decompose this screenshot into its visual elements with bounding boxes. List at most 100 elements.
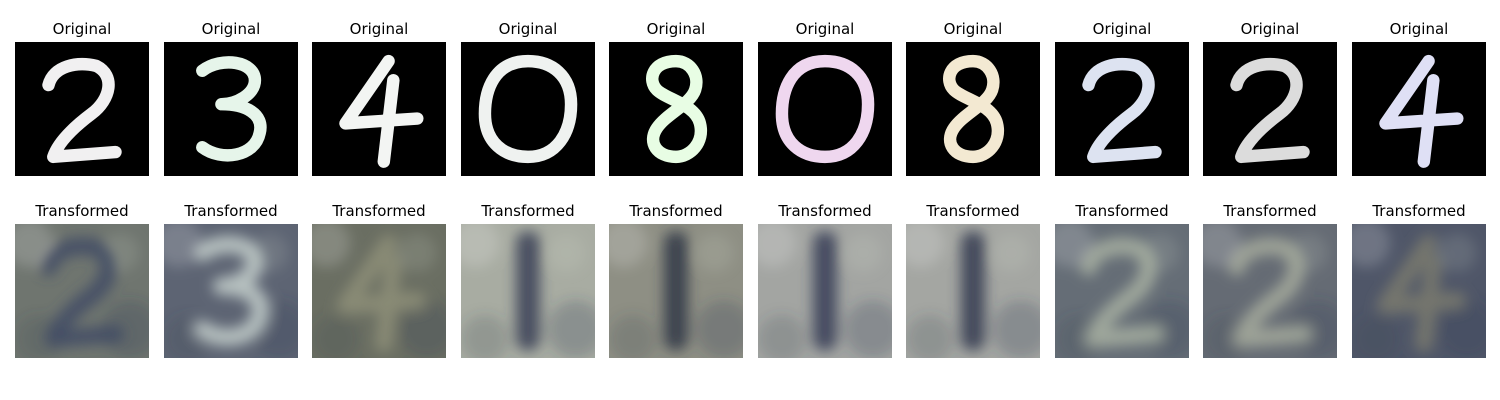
transformed-title: Transformed xyxy=(778,202,872,220)
texture-patch xyxy=(844,233,883,272)
texture-patch xyxy=(312,224,351,268)
transformed-image xyxy=(609,224,743,358)
transformed-digit-graphic xyxy=(906,224,1040,358)
original-image xyxy=(1203,42,1337,176)
original-title: Original xyxy=(943,20,1003,38)
texture-patch xyxy=(312,314,360,358)
texture-patch xyxy=(695,233,734,272)
texture-patch xyxy=(758,224,797,268)
texture-patch xyxy=(1438,233,1477,272)
transformed-digit-graphic xyxy=(164,224,298,358)
original-title: Original xyxy=(201,20,261,38)
digit-stroke xyxy=(193,235,270,346)
transformed-digit-graphic xyxy=(1203,224,1337,358)
texture-patch xyxy=(164,224,203,268)
transformed-digit-graphic xyxy=(1352,224,1486,358)
original-image xyxy=(906,42,1040,176)
original-image xyxy=(461,42,595,176)
transformed-title: Transformed xyxy=(332,202,426,220)
original-image xyxy=(164,42,298,176)
original-digit-graphic xyxy=(164,42,298,176)
texture-patch xyxy=(547,300,595,358)
texture-patch xyxy=(609,314,657,358)
transformed-title: Transformed xyxy=(35,202,129,220)
texture-patch xyxy=(1141,300,1189,358)
original-digit-graphic xyxy=(1352,42,1486,176)
digit-stroke xyxy=(42,57,122,164)
original-title: Original xyxy=(498,20,558,38)
digit-stroke xyxy=(39,237,125,348)
original-title: Original xyxy=(795,20,855,38)
original-title: Original xyxy=(1092,20,1152,38)
transformed-digit-graphic xyxy=(15,224,149,358)
texture-patch xyxy=(547,233,586,272)
transformed-image xyxy=(1055,224,1189,358)
digit-stroke xyxy=(775,54,875,164)
transformed-title: Transformed xyxy=(481,202,575,220)
original-digit-graphic xyxy=(15,42,149,176)
transformed-title: Transformed xyxy=(1372,202,1466,220)
digit-stroke xyxy=(646,54,708,164)
texture-patch xyxy=(844,300,892,358)
texture-patch xyxy=(398,233,437,272)
original-digit-graphic xyxy=(461,42,595,176)
transformed-image xyxy=(312,224,446,358)
texture-patch xyxy=(992,233,1031,272)
original-image xyxy=(1055,42,1189,176)
transformed-digit-graphic xyxy=(312,224,446,358)
original-image xyxy=(758,42,892,176)
original-image xyxy=(609,42,743,176)
texture-patch xyxy=(1352,224,1391,268)
transformed-title: Transformed xyxy=(184,202,278,220)
digit-stroke xyxy=(1376,234,1466,353)
original-title: Original xyxy=(52,20,112,38)
transformed-title: Transformed xyxy=(926,202,1020,220)
original-image xyxy=(1352,42,1486,176)
texture-patch xyxy=(906,224,945,268)
transformed-image xyxy=(15,224,149,358)
original-digit-graphic xyxy=(609,42,743,176)
transformed-title: Transformed xyxy=(629,202,723,220)
texture-patch xyxy=(906,314,954,358)
texture-patch xyxy=(398,300,446,358)
digit-stroke xyxy=(1079,237,1165,348)
transformed-image xyxy=(758,224,892,358)
original-title: Original xyxy=(349,20,409,38)
texture-patch xyxy=(1438,300,1486,358)
original-image xyxy=(15,42,149,176)
original-digit-graphic xyxy=(1203,42,1337,176)
transformed-digit-graphic xyxy=(1055,224,1189,358)
texture-patch xyxy=(101,300,149,358)
original-digit-graphic xyxy=(906,42,1040,176)
digit-stroke xyxy=(1227,237,1313,348)
texture-patch xyxy=(1352,314,1400,358)
transformed-image xyxy=(461,224,595,358)
original-digit-graphic xyxy=(312,42,446,176)
digit-stroke xyxy=(1379,54,1464,168)
transformed-title: Transformed xyxy=(1075,202,1169,220)
digit-stroke xyxy=(478,54,578,164)
texture-patch xyxy=(695,300,743,358)
digit-stroke xyxy=(1082,57,1162,164)
transformed-digit-graphic xyxy=(609,224,743,358)
original-digit-graphic xyxy=(758,42,892,176)
digit-stroke xyxy=(196,56,267,162)
transformed-image xyxy=(1203,224,1337,358)
transformed-title: Transformed xyxy=(1223,202,1317,220)
texture-patch xyxy=(609,224,648,268)
original-title: Original xyxy=(1240,20,1300,38)
digit-stroke xyxy=(339,54,424,168)
digit-stroke xyxy=(336,234,426,353)
digit-stroke xyxy=(943,54,1005,164)
original-title: Original xyxy=(1389,20,1449,38)
digit-stroke xyxy=(1230,57,1310,164)
transformed-digit-graphic xyxy=(758,224,892,358)
texture-patch xyxy=(1289,300,1337,358)
texture-patch xyxy=(461,314,509,358)
texture-patch xyxy=(758,314,806,358)
texture-patch xyxy=(461,224,500,268)
transformed-digit-graphic xyxy=(461,224,595,358)
transformed-image xyxy=(906,224,1040,358)
original-digit-graphic xyxy=(1055,42,1189,176)
original-image xyxy=(312,42,446,176)
